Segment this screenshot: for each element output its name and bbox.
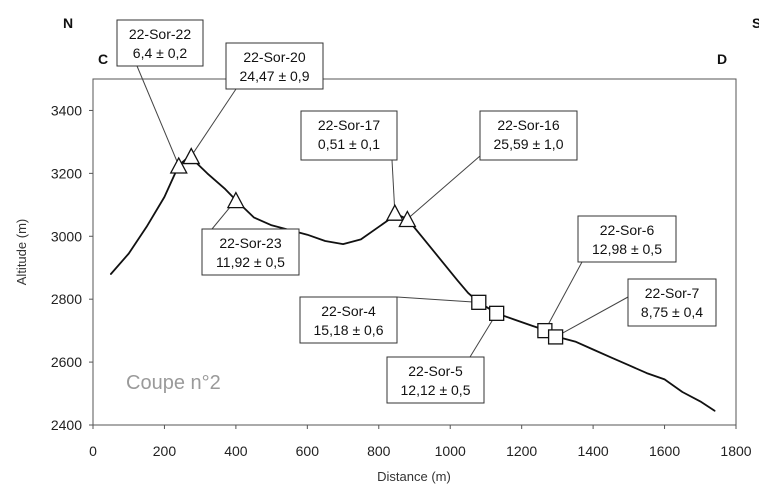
callout-leader-line [544,261,583,331]
sample-callout-box [386,356,485,404]
sample-callout-box [479,110,578,161]
profile-start-label: C [98,51,108,67]
sample-triangle-marker [169,156,188,174]
y-axis-title: Altitude (m) [14,219,29,285]
sample-square-marker [547,329,564,345]
sample-triangle-marker [398,210,417,228]
sample-value: 12,98 ± 0,5 [592,241,662,257]
x-tick-label: 1200 [506,443,537,459]
sample-square-marker [489,305,505,321]
callout-leader-line [396,296,479,303]
y-tick-label: 2600 [51,354,82,370]
profile-end-label: D [717,51,727,67]
callouts: 22-Sor-22 6,4 ± 0,2 22-Sor-20 24,47 ± 0,9 22… [116,19,717,404]
x-tick-label: 0 [89,443,97,459]
x-tick-label: 200 [153,443,177,459]
x-tick-label: 1800 [720,443,751,459]
y-tick-label: 3000 [51,228,82,244]
section-caption: Coupe n°2 [126,372,221,394]
y-tick-label: 3200 [51,165,82,181]
sample-callout-box [300,110,398,161]
sample-callout-box [116,19,204,67]
callout-leader-line [136,65,180,166]
x-tick-label: 1400 [578,443,609,459]
sample-value: 25,59 ± 1,0 [494,136,564,152]
sample-name: 22-Sor-6 [600,222,655,238]
sample-square-marker [471,294,487,310]
x-tick-label: 1600 [649,443,680,459]
sample-callout-box [225,42,324,90]
x-tick-label: 800 [367,443,391,459]
markers [169,147,564,345]
sample-triangle-marker [182,147,201,165]
y-tick-label: 3400 [51,102,82,118]
sample-callout-box [627,278,717,327]
callout-leader-line [555,296,629,338]
elevation-profile-line [110,155,716,412]
x-tick-label: 400 [224,443,248,459]
y-tick-label: 2800 [51,291,82,307]
sample-name: 22-Sor-4 [321,303,376,319]
sample-value: 0,51 ± 0,1 [318,136,380,152]
sample-callout-box [201,228,300,276]
callout-leader-line [407,155,481,220]
south-label: S [752,15,759,31]
sample-value: 15,18 ± 0,6 [314,322,384,338]
series-layer [110,155,716,412]
y-tick-label: 2400 [51,417,82,433]
sample-value: 12,12 ± 0,5 [401,382,471,398]
sample-callout-box [577,215,677,263]
sample-name: 22-Sor-23 [219,235,281,251]
sample-triangle-marker [226,191,245,209]
sample-name: 22-Sor-20 [243,49,305,65]
sample-name: 22-Sor-7 [645,285,700,301]
x-axis-title: Distance (m) [377,469,451,484]
sample-name: 22-Sor-5 [408,363,463,379]
sample-triangle-marker [385,203,404,221]
sample-value: 24,47 ± 0,9 [240,68,310,84]
sample-callout-box [299,296,398,344]
callout-leader-line [190,88,237,157]
sample-value: 8,75 ± 0,4 [641,304,703,320]
sample-name: 22-Sor-16 [497,117,559,133]
sample-name: 22-Sor-17 [318,117,380,133]
callout-leader-line [391,159,396,213]
north-label: N [63,15,73,31]
plot-frame [92,78,737,426]
x-tick-label: 1000 [435,443,466,459]
sample-name: 22-Sor-22 [129,26,191,42]
sample-value: 6,4 ± 0,2 [133,45,188,61]
x-tick-label: 600 [296,443,320,459]
sample-value: 11,92 ± 0,5 [216,254,285,270]
axes: 0 200 400 600 800 1000 1200 1400 1600 1800 2400 260… [51,102,752,459]
